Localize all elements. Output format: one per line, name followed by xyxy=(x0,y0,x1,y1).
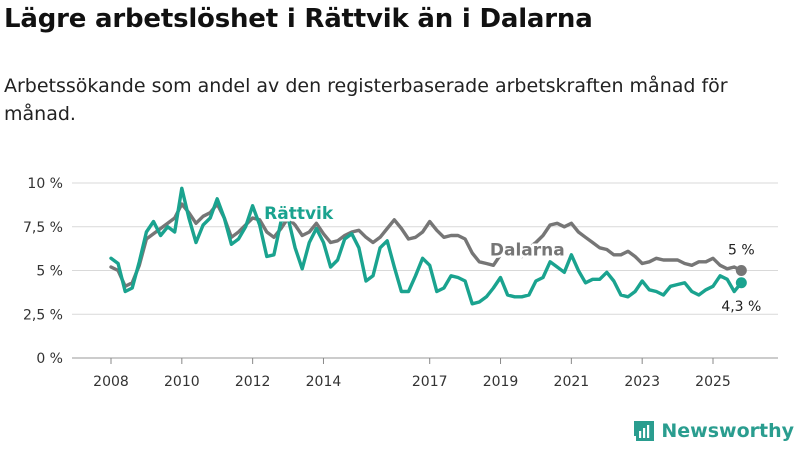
y-tick-label: 7,5 % xyxy=(23,220,63,236)
series-lines xyxy=(109,186,747,306)
newsworthy-logo-icon xyxy=(634,421,655,441)
end-point-rattvik xyxy=(735,277,747,289)
end-point-dalarna xyxy=(735,265,747,276)
brand-name: Newsworthy xyxy=(661,420,794,442)
series-line-rattvik xyxy=(109,186,743,306)
x-tick-label: 2014 xyxy=(306,374,342,390)
chart-title: Lägre arbetslöshet i Rättvik än i Dalarn… xyxy=(4,4,593,34)
series-labels: 5 % Dalarna 4,3 % Rättvik xyxy=(262,201,762,315)
y-tick-label: 5 % xyxy=(36,264,63,280)
x-tick-label: 2012 xyxy=(235,374,271,390)
y-tick-label: 0 % xyxy=(36,351,63,367)
series-label-rattvik: Rättvik xyxy=(264,204,334,224)
x-tick-label: 2023 xyxy=(624,374,660,390)
x-tick-label: 2008 xyxy=(93,374,129,390)
x-tick-label: 2025 xyxy=(695,374,731,390)
end-value-label-rattvik: 4,3 % xyxy=(721,299,761,315)
newsworthy-brand: Newsworthy xyxy=(633,418,794,444)
x-tick-label: 2019 xyxy=(483,374,519,390)
y-tick-label: 10 % xyxy=(27,176,63,192)
x-tick-label: 2010 xyxy=(164,374,200,390)
end-value-label-dalarna: 5 % xyxy=(728,243,755,259)
chart-subtitle: Arbetssökande som andel av den registerb… xyxy=(4,75,728,125)
x-tick-label: 2017 xyxy=(412,374,448,390)
series-label-dalarna: Dalarna xyxy=(490,241,565,261)
x-axis: 2008 2010 2012 2014 2017 2019 2021 2023 2025 xyxy=(93,358,731,390)
y-axis-tick-labels: 0 % 2,5 % 5 % 7,5 % 10 % xyxy=(23,176,63,367)
x-tick-label: 2021 xyxy=(554,374,590,390)
y-tick-label: 2,5 % xyxy=(23,307,63,323)
series-line-dalarna xyxy=(109,202,743,288)
